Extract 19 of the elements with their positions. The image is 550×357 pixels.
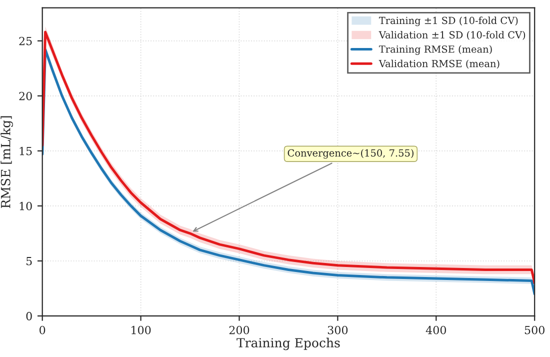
x-tick-label: 0 [40,326,46,334]
legend-label: Training RMSE (mean) [379,45,492,55]
y-tick-label: 25 [19,36,32,46]
x-tick-label: 500 [524,326,544,334]
x-tick-label: 300 [328,326,348,334]
y-tick-label: 10 [20,202,32,210]
annotation: Convergence~(150, 7.55) [288,149,414,159]
x-tick-label: 200 [229,326,250,334]
y-axis-title: RMSE [mL/kg] [0,116,13,208]
y-tick-label: 5 [26,257,32,266]
x-tick-label: 400 [426,326,446,334]
legend-label: Validation RMSE (mean) [378,60,500,69]
x-axis-title: Training Epochs [236,338,340,350]
y-tick-label: 0 [26,312,32,320]
y-tick-label: 15 [20,146,32,156]
annotation: Training ±1 SD (10-fold CV) [379,16,518,26]
y-tick-label: 20 [19,92,32,100]
annotation: Validation ±1 SD (10-fold CV) [378,31,526,40]
x-tick-label: 100 [132,326,151,334]
